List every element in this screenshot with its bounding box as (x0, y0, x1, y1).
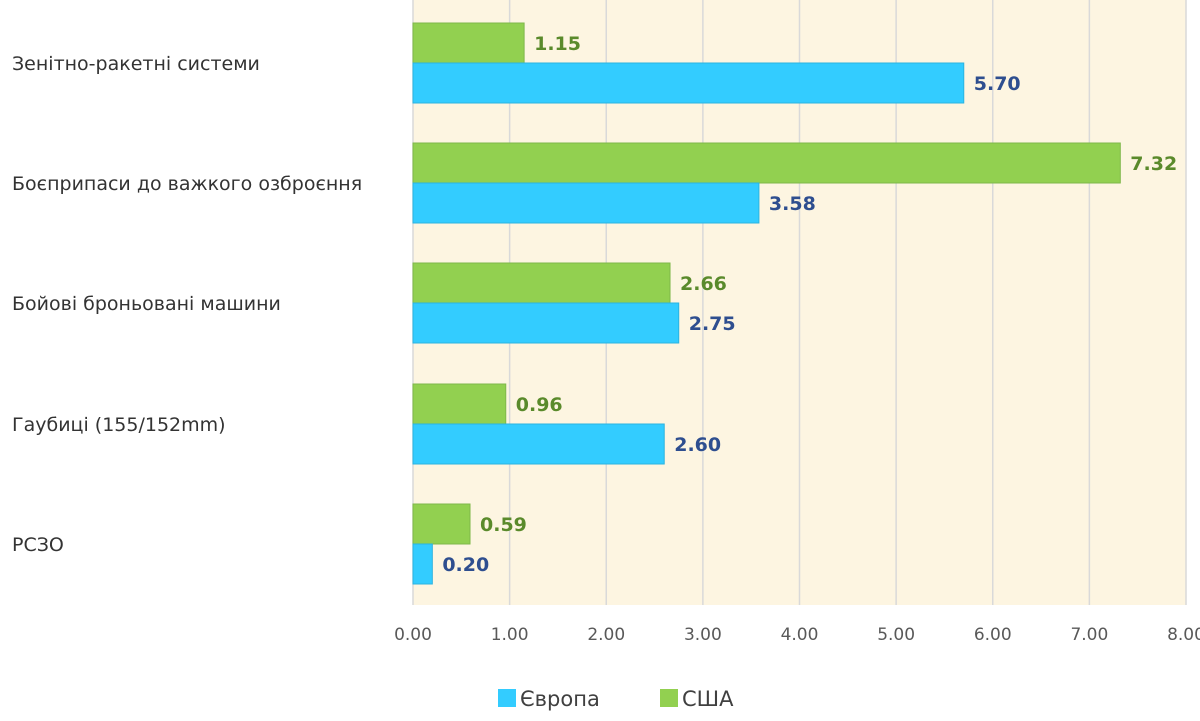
category-labels: Зенітно-ракетні системи Боєприпаси до важ… (12, 53, 362, 556)
x-axis-ticks: 0.00 1.00 2.00 3.00 4.00 5.00 6.00 7.00 8.00 (394, 625, 1200, 645)
data-label-europe: 2.60 (674, 434, 721, 456)
data-label-usa: 7.32 (1130, 153, 1177, 175)
legend-swatch-usa (660, 689, 678, 707)
x-tick-label: 8.00 (1167, 625, 1200, 645)
bar-europe (412, 302, 680, 344)
category-label: РСЗО (12, 534, 64, 556)
bar-usa (412, 383, 507, 425)
bar-usa (412, 22, 525, 64)
x-tick-label: 5.00 (877, 625, 915, 645)
data-label-europe: 2.75 (689, 313, 736, 335)
data-label-usa: 0.96 (516, 394, 563, 416)
x-tick-label: 7.00 (1070, 625, 1108, 645)
category-label: Зенітно-ракетні системи (12, 53, 260, 75)
x-tick-label: 2.00 (587, 625, 625, 645)
bar-europe (412, 62, 965, 104)
data-label-europe: 0.20 (442, 554, 489, 576)
legend[interactable]: Європа США (498, 687, 734, 711)
legend-label-usa[interactable]: США (682, 687, 734, 711)
category-label: Бойові броньовані машини (12, 293, 281, 315)
data-label-europe: 5.70 (974, 73, 1021, 95)
bar-europe (412, 423, 665, 465)
x-tick-label: 6.00 (974, 625, 1012, 645)
x-tick-label: 3.00 (684, 625, 722, 645)
x-tick-label: 4.00 (781, 625, 819, 645)
bar-usa (412, 142, 1121, 184)
legend-swatch-europe (498, 689, 516, 707)
legend-label-europe[interactable]: Європа (520, 687, 600, 711)
x-tick-label: 0.00 (394, 625, 432, 645)
data-label-usa: 0.59 (480, 514, 527, 536)
x-tick-label: 1.00 (491, 625, 529, 645)
data-label-usa: 2.66 (680, 273, 727, 295)
bar-europe (412, 182, 760, 224)
data-label-usa: 1.15 (534, 33, 581, 55)
category-label: Боєприпаси до важкого озброєння (12, 173, 362, 195)
bar-usa (412, 262, 671, 304)
bar-usa (412, 503, 471, 545)
bar-europe (412, 543, 433, 585)
data-label-europe: 3.58 (769, 193, 816, 215)
bars: 1.15 7.32 2.66 0.96 0.59 5.70 3.58 2.75 2.60 0.20 (412, 22, 1177, 585)
category-label: Гаубиці (155/152mm) (12, 414, 226, 436)
